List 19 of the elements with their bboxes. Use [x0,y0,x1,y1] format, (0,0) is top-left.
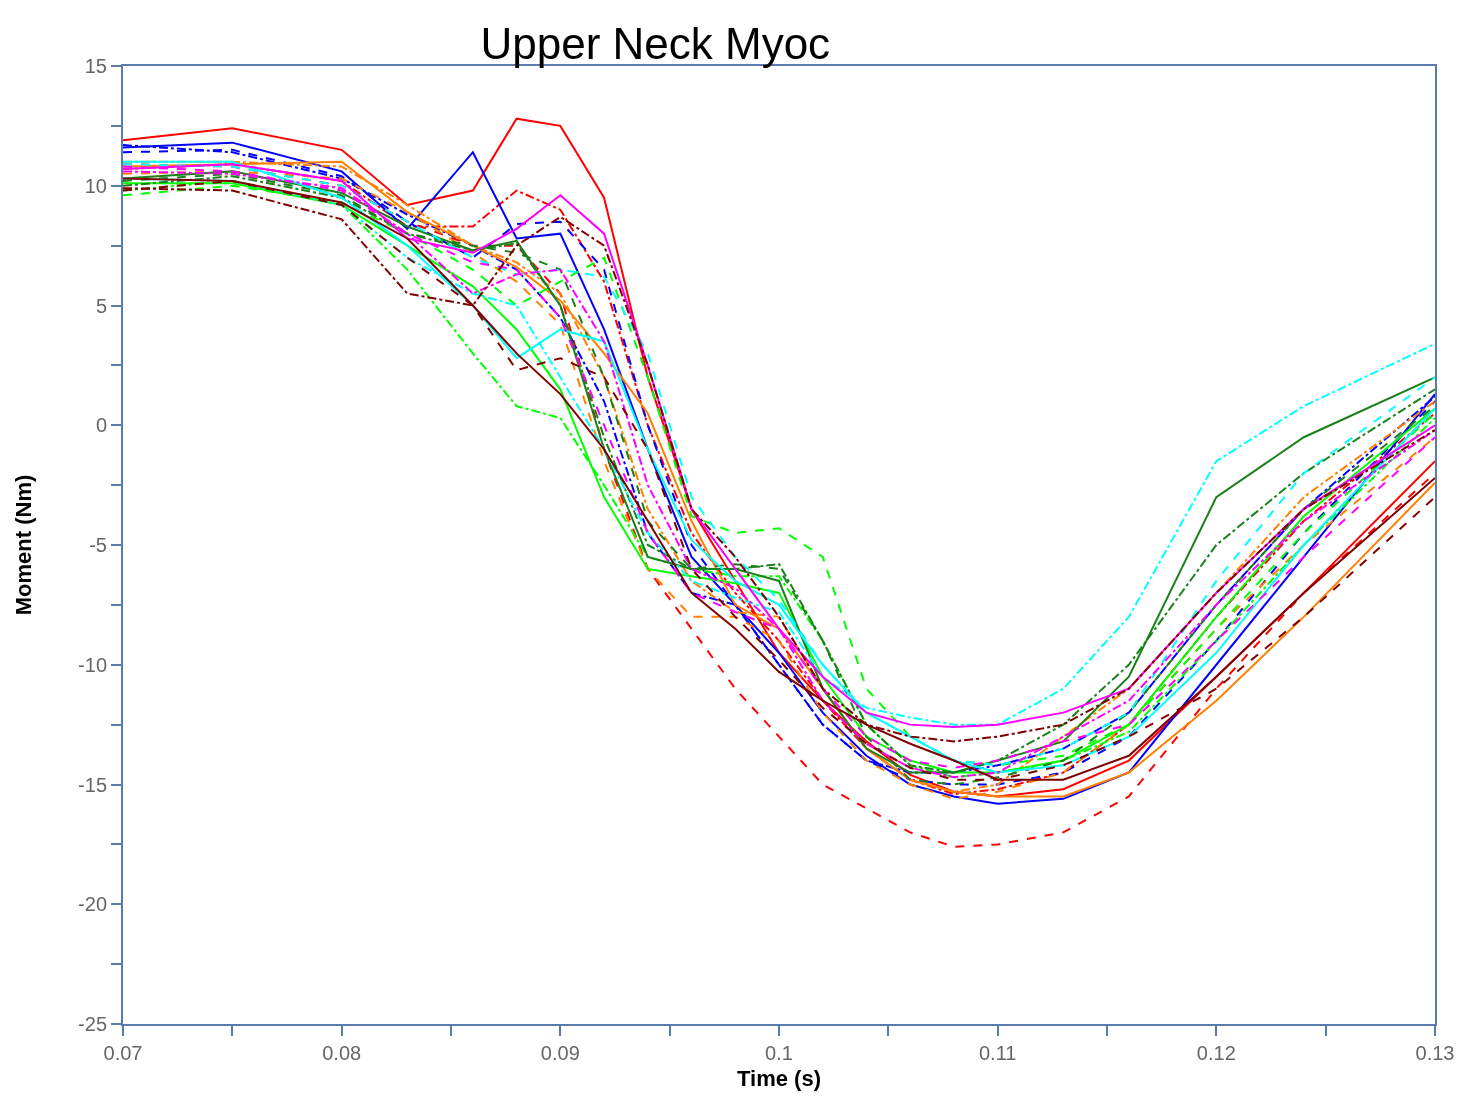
x-tick-label: 0.12 [1196,1042,1236,1064]
x-tick-label: 0.11 [978,1042,1017,1064]
y-tick-label: -20 [78,893,107,916]
y-tick-label: -25 [78,1013,107,1035]
y-axis-title: Moment (Nm) [11,474,37,616]
x-axis-title: Time (s) [737,1066,821,1092]
chart-title: Upper Neck Myoc [480,18,831,68]
y-tick-label: 0 [95,414,107,437]
x-tick-label: 0.09 [540,1042,580,1064]
y-tick-label: -15 [78,773,107,796]
y-tick-label: 5 [95,294,107,317]
y-tick-label: -10 [78,653,107,676]
x-tick-label: 0.1 [765,1042,793,1064]
y-tick-label: 10 [84,174,107,197]
y-tick-label: 15 [84,55,107,77]
x-tick-label: 0.07 [103,1042,143,1064]
x-tick-label: 0.13 [1415,1042,1455,1064]
x-tick-label: 0.08 [322,1042,362,1064]
y-tick-label: -5 [89,534,107,556]
